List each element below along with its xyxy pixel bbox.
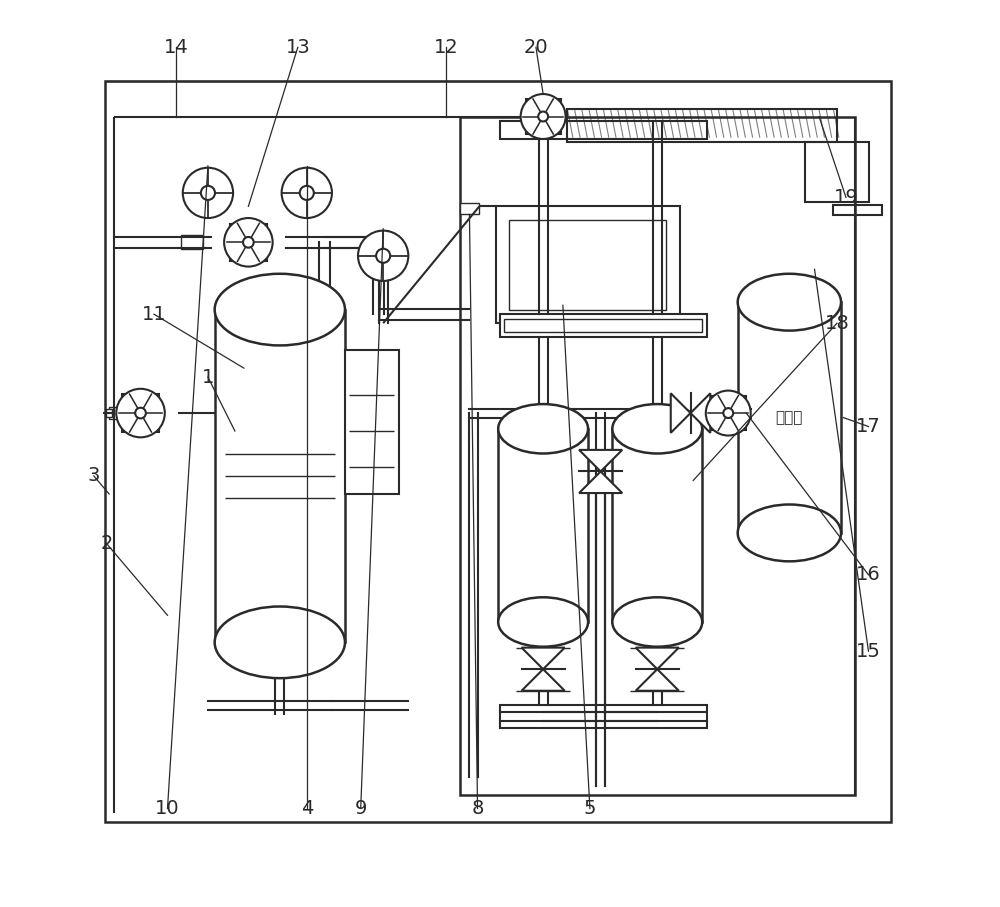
- Bar: [122, 395, 159, 432]
- Ellipse shape: [738, 274, 841, 331]
- Bar: [500, 705, 707, 727]
- Bar: [106, 409, 112, 416]
- Circle shape: [358, 230, 408, 281]
- Polygon shape: [522, 669, 565, 691]
- Circle shape: [723, 408, 733, 418]
- Circle shape: [521, 94, 566, 139]
- Ellipse shape: [498, 598, 588, 647]
- Text: 5: 5: [584, 799, 596, 818]
- Circle shape: [135, 408, 146, 418]
- Text: 1: 1: [202, 367, 214, 386]
- Bar: [215, 309, 345, 642]
- Bar: [345, 350, 399, 494]
- Bar: [500, 314, 707, 336]
- Bar: [498, 429, 588, 622]
- Bar: [496, 207, 680, 323]
- Circle shape: [116, 389, 165, 437]
- Bar: [526, 99, 561, 134]
- Text: 20: 20: [524, 38, 548, 57]
- Ellipse shape: [215, 274, 345, 346]
- Bar: [711, 395, 746, 431]
- Circle shape: [706, 391, 751, 435]
- Text: 18: 18: [825, 314, 849, 333]
- Bar: [509, 219, 666, 309]
- Circle shape: [376, 249, 390, 263]
- Circle shape: [183, 168, 233, 218]
- Polygon shape: [691, 394, 710, 433]
- Text: 氮气罐: 氮气罐: [776, 410, 803, 425]
- Ellipse shape: [612, 598, 702, 647]
- Bar: [109, 406, 125, 419]
- Text: 8: 8: [471, 799, 484, 818]
- Text: 11: 11: [142, 305, 166, 324]
- Circle shape: [243, 237, 254, 248]
- Text: 2: 2: [100, 534, 113, 553]
- Polygon shape: [579, 450, 622, 472]
- Bar: [500, 121, 707, 139]
- Circle shape: [538, 112, 548, 122]
- Polygon shape: [636, 669, 679, 691]
- Ellipse shape: [215, 607, 345, 678]
- Polygon shape: [671, 394, 691, 433]
- Text: 16: 16: [856, 565, 881, 584]
- Circle shape: [300, 186, 314, 200]
- Bar: [567, 110, 837, 141]
- Polygon shape: [579, 472, 622, 493]
- Ellipse shape: [612, 405, 702, 454]
- Bar: [738, 302, 841, 533]
- Text: 17: 17: [856, 417, 881, 436]
- Ellipse shape: [498, 405, 588, 454]
- Text: 13: 13: [285, 38, 310, 57]
- Circle shape: [201, 186, 215, 200]
- Circle shape: [224, 218, 273, 267]
- Bar: [460, 116, 855, 795]
- Text: 4: 4: [301, 799, 313, 818]
- Bar: [805, 141, 869, 202]
- Text: 15: 15: [856, 642, 881, 660]
- Bar: [833, 205, 882, 215]
- Circle shape: [282, 168, 332, 218]
- Text: 19: 19: [834, 188, 858, 207]
- Ellipse shape: [738, 504, 841, 561]
- Text: 14: 14: [164, 38, 189, 57]
- Polygon shape: [636, 648, 679, 669]
- Text: 12: 12: [434, 38, 458, 57]
- Bar: [230, 223, 267, 261]
- Text: 3: 3: [88, 466, 100, 485]
- Bar: [105, 81, 891, 822]
- Bar: [181, 235, 203, 249]
- Polygon shape: [522, 648, 565, 669]
- Bar: [460, 203, 479, 214]
- Bar: [612, 429, 702, 622]
- Text: 9: 9: [355, 799, 367, 818]
- Bar: [504, 318, 702, 332]
- Text: 10: 10: [155, 799, 180, 818]
